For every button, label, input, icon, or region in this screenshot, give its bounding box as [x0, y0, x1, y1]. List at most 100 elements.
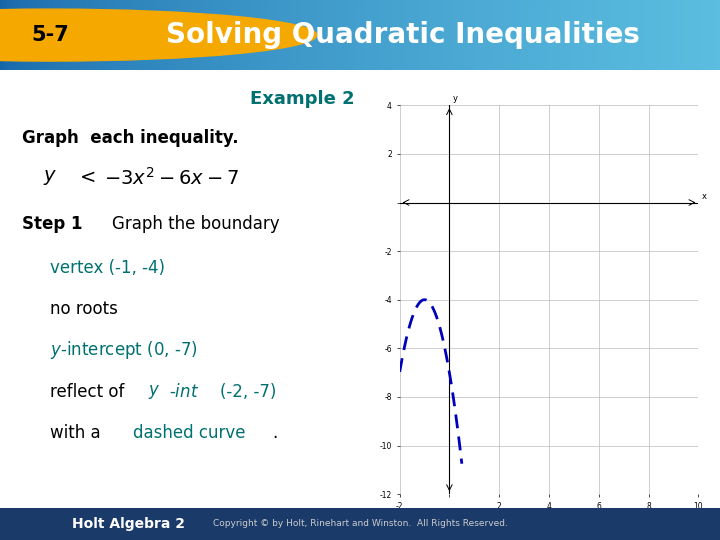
- Text: $<$: $<$: [76, 168, 96, 187]
- Bar: [238, 0, 240, 70]
- Bar: [48, 0, 51, 70]
- Bar: [288, 0, 291, 70]
- Text: dashed curve: dashed curve: [133, 424, 246, 442]
- Bar: [670, 0, 672, 70]
- Bar: [468, 0, 471, 70]
- Bar: [513, 0, 517, 70]
- Bar: [31, 0, 35, 70]
- Bar: [718, 0, 720, 70]
- Bar: [257, 0, 260, 70]
- Bar: [216, 0, 219, 70]
- Bar: [374, 0, 377, 70]
- Bar: [194, 0, 197, 70]
- Bar: [158, 0, 161, 70]
- Text: $\mathit{-3x^2 - 6x - 7}$: $\mathit{-3x^2 - 6x - 7}$: [104, 166, 239, 188]
- Bar: [607, 0, 611, 70]
- Bar: [122, 0, 125, 70]
- Bar: [89, 0, 92, 70]
- Bar: [12, 0, 15, 70]
- Bar: [689, 0, 692, 70]
- Bar: [557, 0, 560, 70]
- Bar: [331, 0, 334, 70]
- Text: Copyright © by Holt, Rinehart and Winston.  All Rights Reserved.: Copyright © by Holt, Rinehart and Winsto…: [212, 519, 508, 528]
- Bar: [562, 0, 564, 70]
- Bar: [168, 0, 171, 70]
- Text: x: x: [702, 192, 707, 201]
- Bar: [545, 0, 548, 70]
- Bar: [22, 0, 24, 70]
- Text: 5-7: 5-7: [32, 25, 69, 45]
- Bar: [595, 0, 598, 70]
- Bar: [65, 0, 68, 70]
- Bar: [146, 0, 150, 70]
- Bar: [653, 0, 656, 70]
- Bar: [235, 0, 238, 70]
- Bar: [60, 0, 63, 70]
- Bar: [29, 0, 32, 70]
- Bar: [475, 0, 478, 70]
- Bar: [333, 0, 337, 70]
- Bar: [225, 0, 229, 70]
- Bar: [430, 0, 433, 70]
- Bar: [295, 0, 298, 70]
- Bar: [223, 0, 226, 70]
- Bar: [451, 0, 454, 70]
- Text: with a: with a: [50, 424, 107, 442]
- Bar: [492, 0, 495, 70]
- Bar: [34, 0, 37, 70]
- Circle shape: [0, 9, 317, 61]
- Bar: [408, 0, 411, 70]
- Bar: [531, 0, 534, 70]
- Bar: [703, 0, 706, 70]
- Text: reflect of: reflect of: [50, 383, 130, 401]
- Bar: [657, 0, 661, 70]
- Bar: [696, 0, 699, 70]
- Bar: [74, 0, 78, 70]
- Bar: [5, 0, 8, 70]
- Bar: [178, 0, 181, 70]
- Bar: [691, 0, 694, 70]
- Text: Graph  each inequality.: Graph each inequality.: [22, 129, 238, 147]
- Bar: [482, 0, 485, 70]
- Bar: [230, 0, 233, 70]
- Bar: [665, 0, 668, 70]
- Bar: [679, 0, 683, 70]
- Bar: [17, 0, 20, 70]
- Text: y: y: [453, 94, 458, 103]
- Bar: [355, 0, 359, 70]
- Bar: [542, 0, 546, 70]
- Bar: [171, 0, 174, 70]
- Text: $\mathit{y}$: $\mathit{y}$: [148, 383, 160, 401]
- Bar: [410, 0, 413, 70]
- Bar: [305, 0, 308, 70]
- Bar: [53, 0, 56, 70]
- Bar: [135, 0, 138, 70]
- Bar: [574, 0, 577, 70]
- Bar: [50, 0, 53, 70]
- Bar: [110, 0, 114, 70]
- Bar: [487, 0, 490, 70]
- Bar: [312, 0, 315, 70]
- Bar: [677, 0, 680, 70]
- Bar: [538, 0, 541, 70]
- Bar: [245, 0, 248, 70]
- Bar: [346, 0, 348, 70]
- Bar: [711, 0, 714, 70]
- Bar: [398, 0, 402, 70]
- Bar: [612, 0, 615, 70]
- Text: -$\mathit{int}$: -$\mathit{int}$: [169, 383, 199, 401]
- Bar: [166, 0, 168, 70]
- Bar: [655, 0, 658, 70]
- Bar: [307, 0, 310, 70]
- Bar: [142, 0, 145, 70]
- Bar: [708, 0, 711, 70]
- Bar: [423, 0, 426, 70]
- Bar: [113, 0, 116, 70]
- Bar: [569, 0, 572, 70]
- Bar: [55, 0, 58, 70]
- Bar: [70, 0, 73, 70]
- Bar: [420, 0, 423, 70]
- Bar: [698, 0, 701, 70]
- Bar: [502, 0, 505, 70]
- Bar: [641, 0, 644, 70]
